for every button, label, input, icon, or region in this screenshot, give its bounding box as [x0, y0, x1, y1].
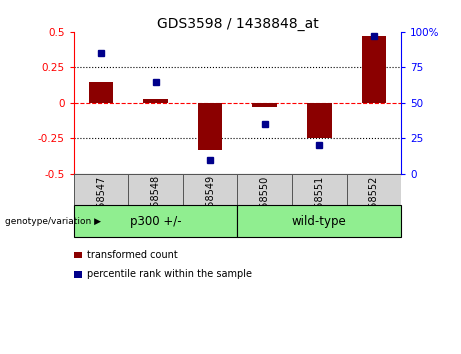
Bar	[183, 174, 237, 205]
Text: GSM458550: GSM458550	[260, 175, 270, 235]
Title: GDS3598 / 1438848_at: GDS3598 / 1438848_at	[157, 17, 318, 31]
Bar	[89, 81, 113, 103]
Text: genotype/variation ▶: genotype/variation ▶	[5, 217, 100, 226]
Bar	[198, 103, 222, 150]
Text: transformed count: transformed count	[87, 250, 177, 260]
Bar	[237, 174, 292, 205]
Bar	[128, 174, 183, 205]
Bar	[307, 103, 331, 138]
Text: wild-type: wild-type	[292, 215, 347, 228]
Bar	[253, 103, 277, 107]
Text: GSM458552: GSM458552	[369, 175, 379, 235]
Bar	[143, 98, 168, 103]
Text: GSM458548: GSM458548	[151, 175, 160, 234]
Text: p300 +/-: p300 +/-	[130, 215, 181, 228]
Bar	[292, 174, 347, 205]
Bar	[361, 36, 386, 103]
Text: GSM458547: GSM458547	[96, 175, 106, 235]
Bar	[347, 174, 401, 205]
Text: percentile rank within the sample: percentile rank within the sample	[87, 269, 252, 279]
Bar	[74, 174, 128, 205]
Text: GSM458551: GSM458551	[314, 175, 324, 235]
Text: GSM458549: GSM458549	[205, 175, 215, 234]
